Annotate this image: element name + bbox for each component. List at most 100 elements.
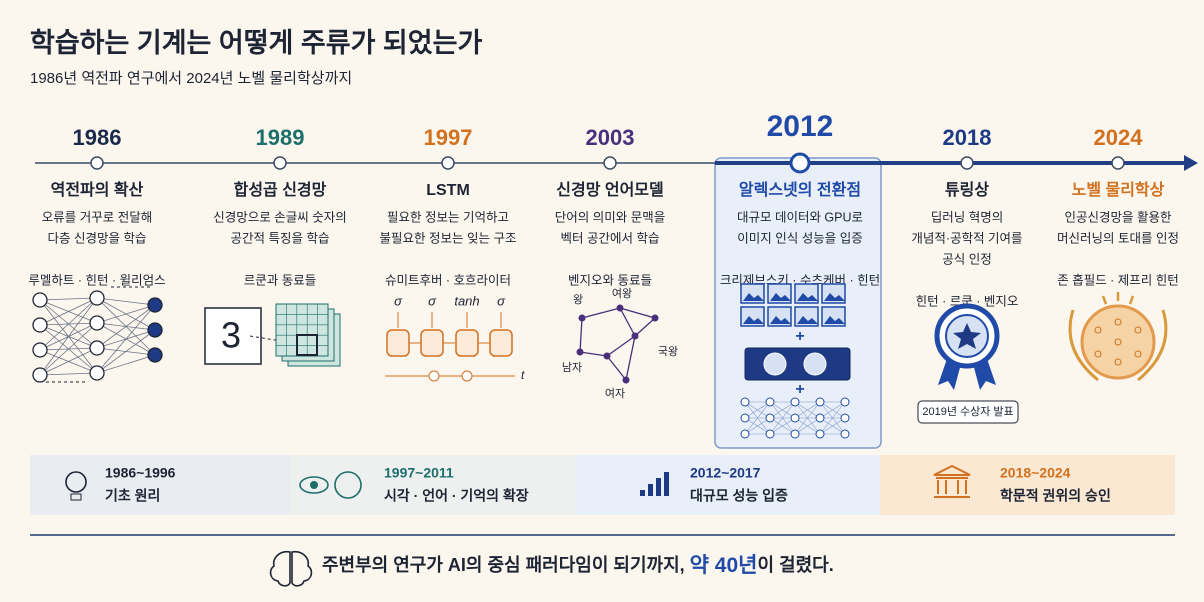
mountain	[824, 293, 845, 301]
event-title: 튜링상	[945, 180, 989, 199]
medal-node	[1094, 326, 1102, 334]
event-description: 개념적·공학적 기여를	[911, 231, 1022, 245]
lstm-cell	[386, 329, 410, 357]
year: 1986	[73, 125, 122, 150]
neuron	[790, 397, 800, 407]
era-label: 기초 원리	[105, 488, 160, 504]
event-title: 알렉스넷의 전환점	[739, 180, 861, 199]
brain-icon	[269, 550, 313, 587]
year: 2024	[1094, 125, 1144, 150]
bar-icon	[648, 484, 653, 496]
edge	[96, 304, 156, 374]
badge: 2019년 수상자 발표	[922, 405, 1013, 418]
era-band	[576, 455, 880, 515]
op	[428, 370, 440, 382]
event-description: 공간적 특징을 학습	[231, 231, 330, 245]
event-people: 존 홉필드 · 제프리 힌턴	[1057, 273, 1179, 287]
event-description: 벡터 공간에서 학습	[561, 231, 660, 245]
era-band	[30, 455, 290, 515]
event-description: 다층 신경망을 학습	[48, 231, 147, 245]
vector-edge	[581, 307, 621, 319]
pupil	[310, 481, 318, 489]
event-people: 슈미트후버 · 호흐라이터	[385, 273, 511, 287]
event-title: 합성곱 신경망	[234, 181, 327, 199]
year: 2003	[586, 125, 635, 150]
edge	[769, 417, 796, 435]
fan	[763, 352, 787, 376]
event-description: 이미지 인식 성능을 입증	[737, 231, 862, 245]
event-people: 루멜하트 · 힌턴 · 윌리엄스	[28, 273, 165, 287]
timeline-node	[960, 156, 974, 170]
vector-edge	[606, 355, 627, 381]
neuron	[790, 413, 800, 423]
event-title: 역전파의 확산	[51, 180, 144, 199]
spark	[1101, 295, 1108, 305]
eye-icon	[299, 476, 329, 494]
era-label: 시각 · 언어 · 기억의 확장	[384, 488, 529, 504]
edge	[819, 417, 846, 435]
footer-main: 주변부의 연구가 AI의 중심 패러다임이 되기까지,	[322, 555, 690, 575]
mountain	[743, 316, 764, 324]
laurel	[1137, 309, 1168, 382]
event-title: LSTM	[426, 182, 470, 199]
badge-box	[917, 400, 1019, 424]
edge	[39, 297, 98, 376]
neuron	[32, 292, 48, 308]
year: 2012	[767, 110, 834, 143]
kernel	[296, 334, 318, 356]
year: 1989	[256, 125, 305, 150]
neuron	[147, 297, 163, 313]
vector-edge	[619, 307, 656, 319]
feature-map	[275, 303, 329, 357]
edge	[794, 417, 821, 435]
neuron	[147, 347, 163, 363]
timeline-node	[90, 156, 104, 170]
neuron	[740, 429, 750, 439]
era-range: 1986~1996	[105, 465, 176, 481]
vector-edge	[606, 335, 636, 357]
edge	[39, 347, 98, 376]
gate-label: tanh	[454, 293, 479, 308]
word-node	[616, 304, 624, 312]
bar-icon	[664, 472, 669, 496]
nobel-medal	[1080, 304, 1156, 380]
medal-node	[1134, 326, 1142, 334]
building-icon	[933, 464, 971, 498]
neuron	[89, 340, 105, 356]
timeline-node	[603, 156, 617, 170]
event-description: 필요한 정보는 기억하고	[387, 210, 509, 224]
subtitle: 1986년 역전파 연구에서 2024년 노벨 물리학상까지	[30, 70, 352, 87]
vector-edge	[579, 351, 608, 357]
edge	[96, 297, 156, 306]
footer-emphasis: 약 40년	[690, 554, 758, 577]
edge	[794, 401, 821, 419]
vector-edge	[625, 335, 636, 381]
medal-node	[1114, 318, 1122, 326]
event-description: 대규모 데이터와 GPU로	[737, 210, 863, 224]
word-node	[576, 348, 584, 356]
title: 학습하는 기계는 어떻게 주류가 되었는가	[30, 28, 482, 58]
brain-small	[334, 471, 362, 499]
neuron	[765, 429, 775, 439]
era-label: 대규모 성능 입증	[690, 488, 788, 504]
edge	[819, 401, 846, 435]
neuron	[89, 315, 105, 331]
mountain	[770, 293, 791, 301]
plus: +	[795, 381, 804, 398]
timeline-node	[1111, 156, 1125, 170]
neuron	[815, 429, 825, 439]
bar-icon	[656, 478, 661, 496]
neuron	[740, 397, 750, 407]
word-node	[631, 332, 639, 340]
neuron	[840, 429, 850, 439]
neuron	[815, 397, 825, 407]
word-label: 국왕	[658, 345, 678, 358]
mountain	[797, 293, 818, 301]
neuron	[89, 290, 105, 306]
edge	[744, 401, 771, 419]
bulb-icon	[65, 471, 87, 493]
